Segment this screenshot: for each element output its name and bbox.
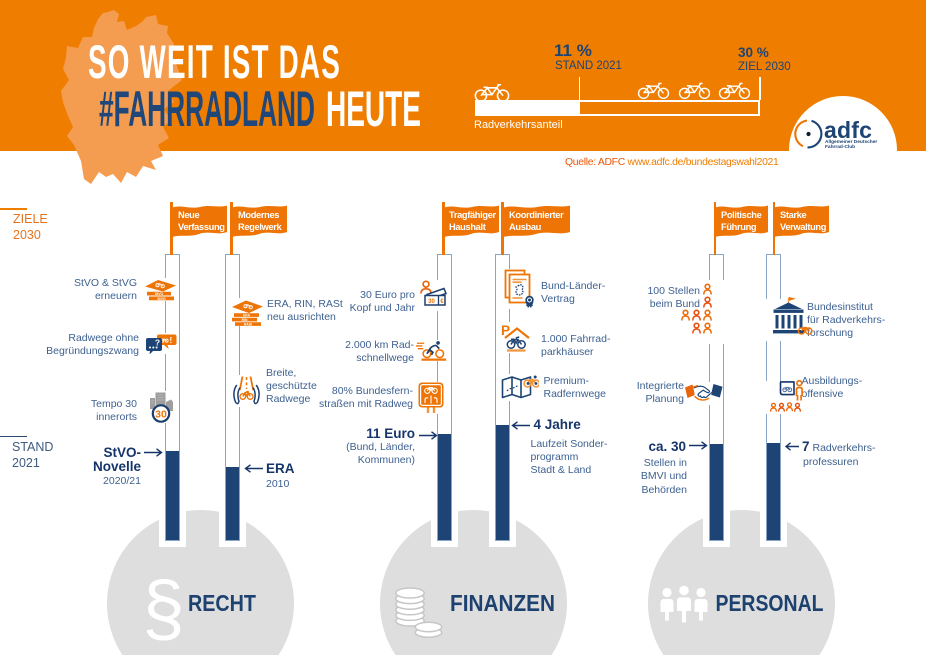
svg-text:30: 30 xyxy=(428,299,435,305)
svg-text:StVG: StVG xyxy=(157,297,166,301)
svg-text:RASt: RASt xyxy=(244,322,253,326)
svg-text:P: P xyxy=(501,323,510,338)
svg-text:?: ? xyxy=(155,338,160,348)
svg-text:SO WEIT IST DAS: SO WEIT IST DAS xyxy=(88,35,341,88)
svg-text:RIN: RIN xyxy=(242,318,248,322)
svg-text:€: € xyxy=(440,299,444,305)
svg-text:FINANZEN: FINANZEN xyxy=(450,590,555,616)
svg-text:§: § xyxy=(142,566,184,651)
svg-text:RECHT: RECHT xyxy=(188,590,257,616)
svg-text:StVO: StVO xyxy=(155,292,164,296)
svg-text:!: ! xyxy=(169,336,172,345)
svg-text:#FAHRRADLAND: #FAHRRADLAND xyxy=(99,81,315,137)
svg-text:HEUTE: HEUTE xyxy=(326,81,421,137)
svg-text:ERA: ERA xyxy=(243,313,251,317)
svg-text:PERSONAL: PERSONAL xyxy=(716,590,824,616)
svg-text:30: 30 xyxy=(155,408,167,420)
